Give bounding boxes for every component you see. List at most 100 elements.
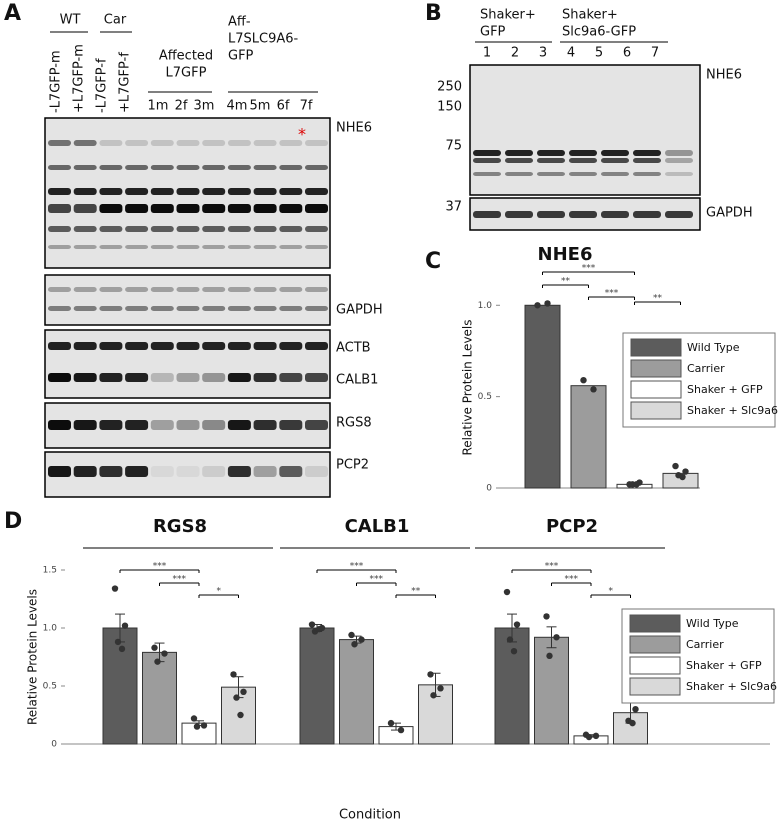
y-tick-label: 1.5 [43,566,57,576]
band [48,140,71,146]
band [125,140,149,146]
band [125,420,149,430]
band [99,306,123,311]
band [150,342,174,350]
lane-label: 1m [148,99,169,114]
band [176,226,200,232]
significance-label: ** [561,277,571,287]
data-point [315,625,323,633]
protein-label: ACTB [336,341,371,356]
lane-label: +L7GFP-f [118,52,133,113]
data-point [351,641,358,648]
band [633,150,661,156]
band [305,165,328,170]
data-point [553,634,560,641]
data-point [358,636,365,643]
band [473,211,501,218]
lane-label: 5 [595,46,603,61]
y-tick-label: 0 [486,484,492,494]
blot-b [469,64,701,231]
band [253,140,277,146]
significance-label: ** [653,294,663,304]
band [305,466,328,477]
band [176,373,200,382]
significance-label: *** [605,289,619,299]
data-point [230,671,237,678]
band [176,165,200,170]
y-tick-label: 1.0 [43,624,58,634]
significance-label: *** [545,562,559,572]
lane-label: 4 [567,46,575,61]
band [473,150,501,156]
band [73,342,97,350]
legend-swatch [629,635,681,654]
category-label: PCP2 [546,516,598,537]
data-point [546,652,553,660]
band [125,466,149,477]
band [279,165,303,170]
band [227,373,251,382]
band [150,204,174,213]
band [150,420,174,430]
lane-label: 1 [483,46,491,61]
x-axis-label: Condition [339,808,401,823]
data-point [200,722,208,729]
band [537,158,565,163]
band [99,287,123,292]
band [227,165,251,170]
band [227,287,251,292]
group-label: Shaker+ [562,8,618,23]
legend-label: Wild Type [686,617,739,630]
data-point [632,706,639,713]
protein-label: GAPDH [336,303,383,318]
panel-letter: C [425,249,441,274]
protein-label: NHE6 [706,68,742,83]
band [505,172,533,176]
significance-label: * [217,587,222,597]
legend-swatch [630,380,682,399]
band [569,158,597,163]
legend-label: Shaker + GFP [686,659,762,672]
data-point [585,733,593,741]
band [73,373,97,382]
group-label: Shaker+ [480,8,536,23]
band [633,172,661,176]
band [279,373,303,382]
band [279,188,303,195]
band [279,245,303,249]
data-point [629,719,636,727]
band [227,188,251,195]
band [665,150,693,156]
band [253,188,277,195]
band [279,140,303,146]
band [202,140,226,146]
band [253,420,277,430]
data-point [193,723,201,730]
bar [534,636,569,745]
protein-label: GAPDH [706,206,753,221]
lane-label: 6f [277,99,290,114]
band [125,342,149,350]
group-label: L7SLC9A6- [228,32,299,47]
band [73,245,97,249]
band [202,188,226,195]
data-point [633,481,640,488]
significance-label: *** [582,264,596,274]
data-point [190,715,198,722]
band [253,466,277,477]
band [176,188,200,195]
protein-label: NHE6 [336,121,372,136]
band [601,172,629,176]
group-label: Slc9a6-GFP [562,25,636,40]
data-point [679,473,686,481]
band [537,211,565,218]
band [48,165,71,170]
band [569,211,597,218]
band [601,150,629,156]
band [202,287,226,292]
band [279,287,303,292]
data-point [387,719,395,727]
band [253,373,277,382]
group-label: Affected [159,49,213,64]
